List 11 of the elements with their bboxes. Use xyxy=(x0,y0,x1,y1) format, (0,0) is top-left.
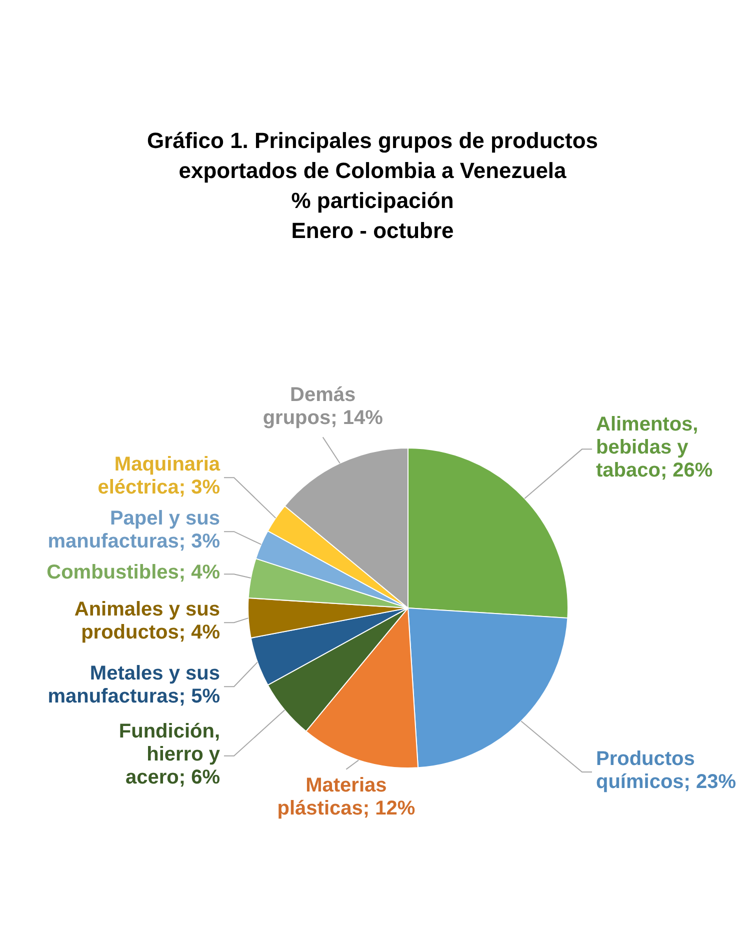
slice-label: Maquinaria eléctrica; 3% xyxy=(98,454,221,499)
slice-label: Papel y sus manufacturas; 3% xyxy=(48,508,220,553)
slice-label: Alimentos, bebidas y tabaco; 26% xyxy=(596,414,713,482)
slice-label: Productos químicos; 23% xyxy=(596,748,736,794)
slice-label: Metales y sus manufacturas; 5% xyxy=(48,662,220,708)
slice-label: Materias plásticas; 12% xyxy=(277,774,416,820)
chart-title: Gráfico 1. Principales grupos de productos exportados de Colombia a Venezuela % participación Enero - octubre xyxy=(146,128,598,243)
slice-label: Animales y sus productos; 4% xyxy=(74,598,220,644)
slice-label: Fundición, hierro y acero; 6% xyxy=(118,720,221,788)
slice-label: Combustibles; 4% xyxy=(46,562,220,584)
slice-label: Demás grupos; 14% xyxy=(262,384,384,430)
